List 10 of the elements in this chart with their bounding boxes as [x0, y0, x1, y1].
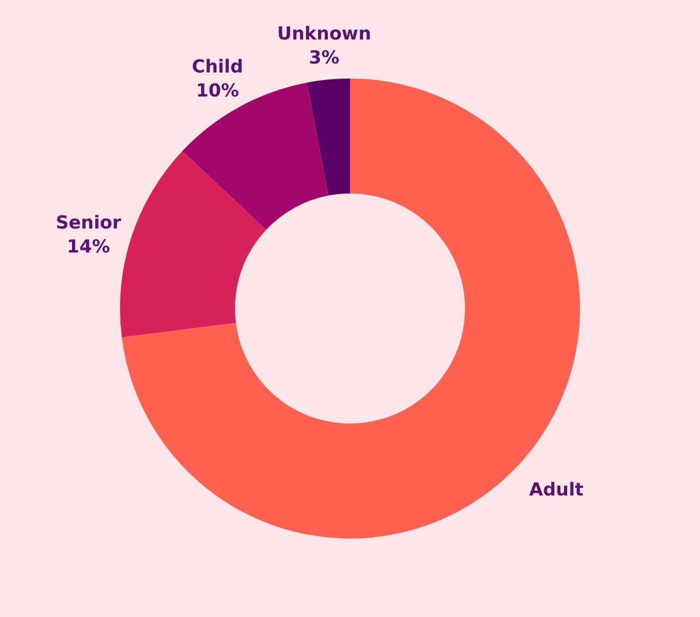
slice-label: Senior: [56, 212, 122, 234]
data-label: 10%: [196, 80, 240, 102]
donut-slice: [182, 82, 328, 230]
slice-label: Unknown: [277, 24, 372, 45]
donut-slice: [120, 151, 266, 338]
data-label: 3%: [308, 48, 340, 69]
slice-label: Child: [192, 56, 244, 78]
donut-slice: [306, 78, 350, 196]
data-label: 14%: [66, 236, 110, 258]
slice-label: Adult: [529, 479, 584, 500]
